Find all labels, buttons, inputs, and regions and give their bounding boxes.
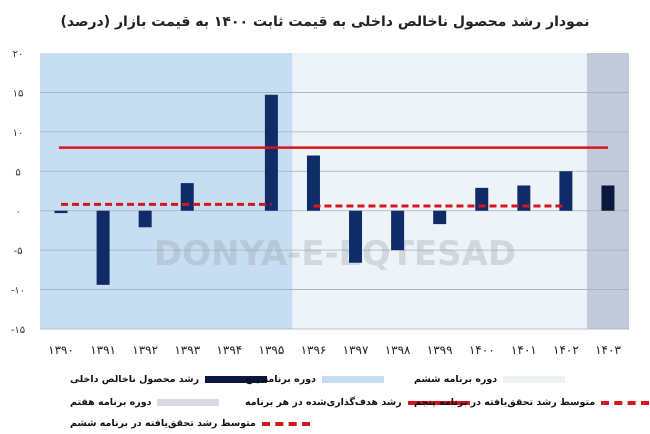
y-tick-label: -۱۰ — [11, 286, 25, 297]
y-tick-label: -۱۵ — [11, 325, 25, 336]
bar-1390 — [54, 210, 68, 214]
x-tick-label: ۱۳۹۹ — [427, 343, 453, 357]
y-tick-label: ۵ — [15, 167, 20, 178]
x-tick-label: ۱۳۹۰ — [48, 343, 74, 357]
legend-swatch — [322, 376, 385, 383]
legend-label: رشد هدف‌گذاری‌شده در هر برنامه — [245, 397, 402, 408]
x-tick-label: ۱۴۰۲ — [553, 343, 579, 357]
bar-1402 — [559, 171, 573, 211]
legend-avg-fifth: متوسط رشد تحقق‌یافته در برنامه پنجم — [414, 397, 650, 408]
x-tick-label: ۱۳۹۴ — [216, 343, 242, 357]
legend-swatch — [157, 399, 220, 406]
bar-1398 — [391, 210, 405, 251]
legend-swatch — [407, 400, 470, 405]
legend-label: دوره برنامه هفتم — [70, 397, 152, 408]
watermark: DONYA-E-EQTESAD — [154, 234, 516, 274]
legend-avg-sixth: متوسط رشد تحقق‌یافته در برنامه ششم — [70, 418, 310, 429]
bar-1395 — [264, 94, 278, 211]
period-background-5 — [40, 53, 293, 329]
legend-target: رشد هدف‌گذاری‌شده در هر برنامه — [245, 397, 470, 408]
bar-1397 — [349, 210, 363, 263]
legend-sixth-period: دوره برنامه ششم — [414, 374, 566, 385]
y-tick-label: ۱۵ — [13, 88, 24, 99]
bar-1391 — [96, 210, 110, 285]
x-tick-label: ۱۳۹۲ — [132, 343, 158, 357]
x-tick-label: ۱۳۹۱ — [90, 343, 116, 357]
x-tick-label: ۱۳۹۳ — [174, 343, 200, 357]
y-tick-label: ۰ — [15, 207, 20, 218]
bar-1396 — [306, 155, 320, 211]
bar-1403 — [601, 185, 615, 211]
legend-fifth-period: دوره برنامه پنج — [245, 374, 385, 385]
y-tick-label: ۲۰ — [13, 49, 24, 60]
x-tick-label: ۱۴۰۱ — [511, 343, 537, 357]
legend-swatch — [205, 376, 268, 383]
x-tick-label: ۱۳۹۸ — [385, 343, 411, 357]
period-background-6 — [292, 53, 587, 329]
x-tick-label: ۱۳۹۶ — [301, 343, 327, 357]
legend-label: متوسط رشد تحقق‌یافته در برنامه ششم — [70, 418, 256, 429]
bar-1399 — [433, 210, 447, 225]
bar-1392 — [138, 210, 152, 228]
legend-gdp: رشد محصول ناخالص داخلی — [70, 374, 268, 385]
legend-label: رشد محصول ناخالص داخلی — [70, 374, 200, 385]
bar-1393 — [180, 183, 194, 211]
legend-label: متوسط رشد تحقق‌یافته در برنامه پنجم — [414, 397, 596, 408]
legend-label: دوره برنامه پنج — [245, 374, 317, 385]
legend-swatch — [503, 376, 566, 383]
legend-seventh-period: دوره برنامه هفتم — [70, 397, 220, 408]
y-tick-label: -۵ — [14, 246, 23, 257]
legend-label: دوره برنامه ششم — [414, 374, 498, 385]
x-tick-label: ۱۳۹۵ — [259, 343, 285, 357]
legend-swatch — [601, 400, 650, 405]
bar-1401 — [517, 185, 531, 211]
x-tick-label: ۱۴۰۳ — [595, 343, 621, 357]
x-tick-label: ۱۴۰۰ — [469, 343, 495, 357]
x-tick-label: ۱۳۹۷ — [343, 343, 369, 357]
legend-swatch — [261, 421, 310, 426]
y-tick-label: ۱۰ — [13, 128, 24, 139]
chart-title: نمودار رشد محصول ناخالص داخلی به قیمت ثا… — [60, 14, 590, 30]
